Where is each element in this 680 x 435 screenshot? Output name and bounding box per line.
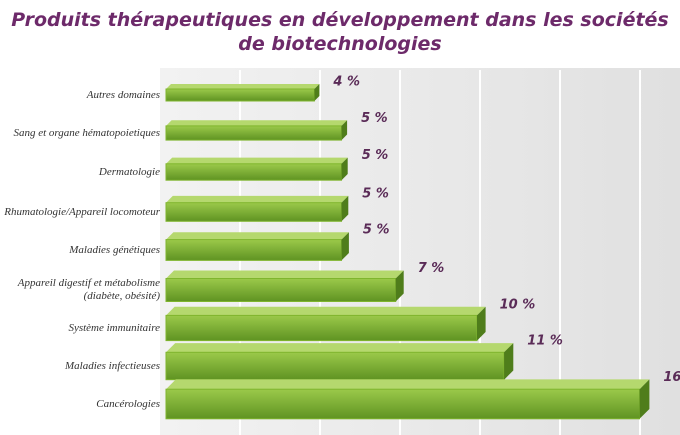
bar-top — [166, 379, 650, 390]
value-label: 11 % — [527, 334, 563, 349]
bar-end — [639, 379, 650, 419]
category-label: Maladies génétiques — [69, 243, 160, 256]
value-label: 5 % — [362, 186, 389, 201]
bar-end — [341, 157, 348, 181]
bar-end — [314, 84, 320, 101]
bar — [165, 314, 478, 342]
category-label: Rhumatologie/Appareil locomoteur — [4, 205, 160, 218]
bar-top — [166, 157, 348, 164]
bar — [165, 351, 505, 381]
category-label: Autres domaines — [86, 88, 160, 101]
value-label: 10 % — [500, 297, 536, 312]
bar-end — [477, 306, 486, 341]
bar-end — [341, 232, 349, 261]
bar-end — [341, 120, 348, 141]
bar-top — [166, 195, 349, 203]
category-label: Cancérologies — [96, 397, 160, 410]
value-label: 16 % — [663, 370, 680, 385]
bar-end — [341, 195, 349, 222]
bar — [165, 125, 342, 141]
bar-end — [504, 343, 514, 380]
category-label: Système immunitaire — [68, 321, 160, 334]
bar-top — [166, 270, 404, 279]
value-label: 5 % — [363, 223, 390, 238]
value-label: 4 % — [332, 75, 360, 90]
bar — [165, 278, 397, 302]
category-label: Maladies infectieuses — [64, 359, 160, 372]
chart-title: Produits thérapeutiques en développement… — [11, 9, 669, 55]
category-label: Dermatologie — [98, 165, 160, 178]
bar — [165, 88, 315, 102]
value-label: 5 % — [362, 148, 389, 163]
bar-end — [395, 270, 404, 302]
bar — [165, 239, 342, 261]
category-label: Appareil digestif et métabolisme (diabèt… — [17, 277, 160, 302]
bar-top — [166, 120, 348, 126]
bar-top — [166, 306, 486, 316]
bar-top — [166, 232, 349, 240]
bar — [165, 388, 641, 420]
bar — [165, 202, 342, 222]
value-label: 7 % — [418, 261, 445, 276]
value-label: 5 % — [361, 111, 388, 126]
bar — [165, 163, 342, 181]
bar-top — [166, 343, 514, 353]
category-label: Sang et organe hématopoietiques — [13, 126, 160, 139]
bar-top — [166, 84, 320, 89]
